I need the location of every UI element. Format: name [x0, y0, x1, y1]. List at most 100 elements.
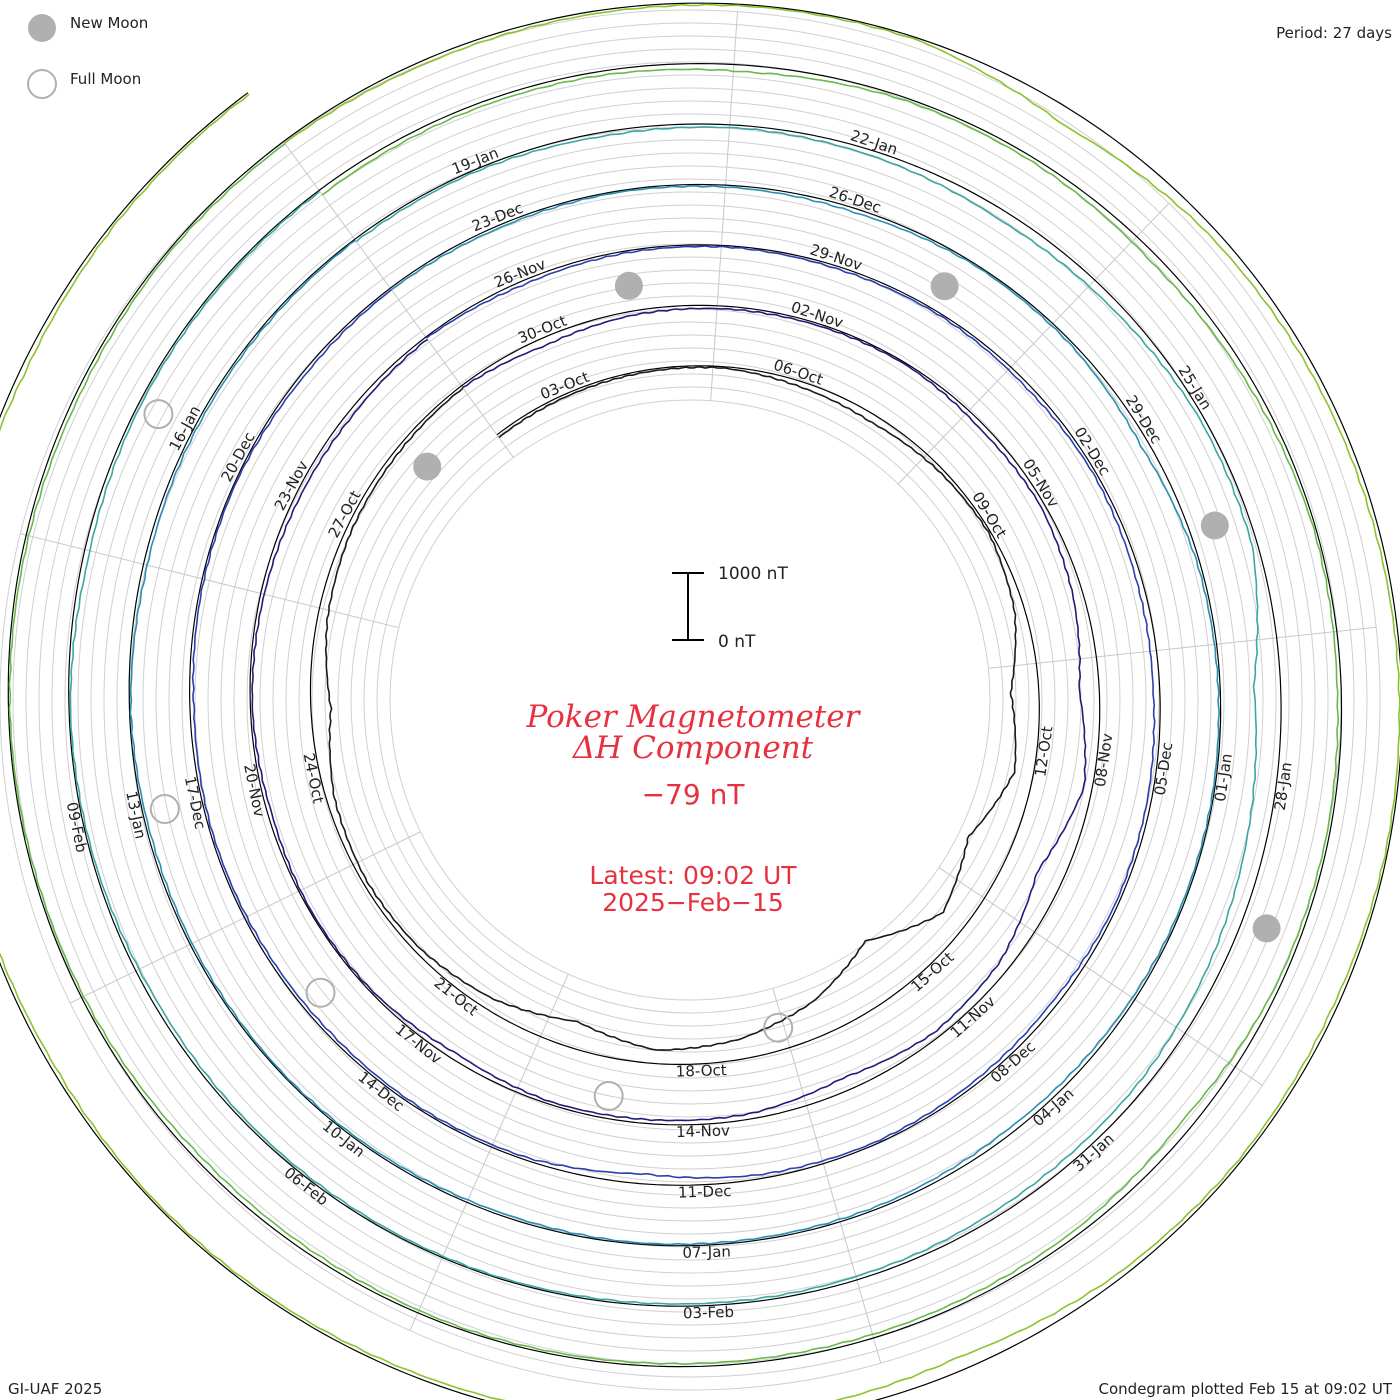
date-label: 17-Dec: [181, 775, 209, 831]
date-label: 17-Nov: [392, 1020, 445, 1068]
date-label: 14-Dec: [355, 1068, 408, 1115]
grid-ring: [51, 61, 1329, 1339]
new-moon-marker: [930, 272, 959, 301]
grid-spoke: [283, 141, 514, 458]
new-moon-marker: [614, 271, 643, 300]
grid-ring: [207, 217, 1173, 1183]
grid-ring: [64, 74, 1316, 1326]
chart-title-line1: Poker Magnetometer: [526, 699, 862, 735]
grid-ring: [168, 178, 1212, 1222]
data-series: [0, 3, 1400, 1400]
series-line: [191, 245, 1156, 1180]
scale-bar: 1000 nT 0 nT: [672, 564, 788, 652]
new-moon-icon: [28, 14, 56, 42]
series-line: [8, 68, 1340, 1366]
grid-ring: [0, 9, 1381, 1391]
date-label: 06-Oct: [771, 356, 825, 389]
radial-grid: [0, 9, 1381, 1391]
new-moon-marker: [413, 452, 442, 481]
scale-top-label: 1000 nT: [718, 564, 788, 584]
date-label: 25-Jan: [1175, 362, 1216, 413]
current-value: −79 nT: [642, 778, 746, 811]
date-label: 26-Dec: [827, 183, 883, 217]
date-label: 19-Jan: [449, 144, 501, 179]
date-label: 07-Jan: [682, 1242, 731, 1261]
new-moon-marker: [1200, 511, 1229, 540]
series-line: [0, 3, 1400, 1400]
date-label: 28-Jan: [1271, 761, 1296, 812]
grid-spoke: [772, 988, 882, 1364]
date-label: 11-Dec: [678, 1182, 732, 1202]
date-label: 06-Feb: [281, 1164, 332, 1210]
grid-ring: [350, 360, 1030, 1040]
date-label: 20-Nov: [240, 762, 269, 818]
series-line: [69, 126, 1259, 1305]
full-moon-marker: [143, 399, 174, 430]
grid-ring: [259, 269, 1121, 1131]
new-moon-marker: [1252, 914, 1281, 943]
grid-ring: [12, 22, 1368, 1378]
full-moon-icon: [27, 69, 57, 99]
latest-time: Latest: 09:02 UT: [589, 861, 797, 890]
date-label: 01-Jan: [1211, 752, 1236, 803]
chart-title-line2: ΔH Component: [572, 730, 814, 766]
grid-ring: [181, 191, 1199, 1209]
grid-spoke: [897, 202, 1170, 485]
credit-label: GI-UAF 2025: [8, 1380, 103, 1398]
grid-ring: [77, 87, 1303, 1313]
grid-ring: [324, 334, 1056, 1066]
grid-ring: [272, 282, 1108, 1118]
grid-spoke: [20, 533, 399, 629]
moon-legend: New Moon Full Moon: [27, 14, 148, 99]
grid-ring: [363, 373, 1017, 1027]
grid-ring: [285, 295, 1095, 1105]
grid-ring: [337, 347, 1043, 1053]
grid-ring: [194, 204, 1186, 1196]
date-label: 09-Feb: [63, 800, 91, 854]
full-moon-marker: [305, 977, 336, 1008]
date-label: 03-Feb: [683, 1303, 735, 1323]
grid-ring: [389, 399, 991, 1001]
grid-spoke: [710, 11, 739, 401]
grid-ring: [233, 243, 1147, 1157]
date-label: 05-Dec: [1151, 741, 1177, 797]
grid-ring: [103, 113, 1277, 1287]
date-label: 11-Nov: [947, 992, 999, 1041]
full-moon-marker: [149, 794, 180, 824]
plotted-label: Condegram plotted Feb 15 at 09:02 UT: [1098, 1380, 1392, 1398]
scale-bottom-label: 0 nT: [718, 632, 756, 652]
date-label: 29-Nov: [808, 240, 865, 274]
date-label: 30-Oct: [515, 312, 569, 348]
full-moon-marker: [763, 1012, 794, 1043]
period-label: Period: 27 days: [1276, 24, 1392, 42]
grid-ring: [155, 165, 1225, 1235]
full-moon-marker: [593, 1081, 624, 1111]
date-label: 31-Jan: [1069, 1130, 1117, 1176]
date-label: 08-Dec: [987, 1038, 1039, 1087]
full-moon-label: Full Moon: [70, 70, 141, 88]
grid-ring: [129, 139, 1251, 1261]
grid-ring: [376, 386, 1004, 1014]
date-label: 24-Oct: [300, 751, 328, 805]
grid-ring: [142, 152, 1238, 1248]
grid-spoke: [938, 867, 1263, 1086]
date-label: 18-Oct: [675, 1061, 726, 1081]
date-label: 14-Nov: [676, 1122, 730, 1142]
day-spokes: [20, 11, 1377, 1364]
latest-date: 2025−Feb−15: [602, 888, 784, 917]
series-line: [251, 307, 1087, 1122]
grid-spoke: [69, 831, 421, 1004]
series-line: [324, 365, 1017, 1051]
date-label: 12-Oct: [1031, 725, 1056, 778]
series-line: [129, 184, 1221, 1246]
grid-spoke: [988, 626, 1377, 669]
grid-ring: [90, 100, 1290, 1300]
grid-spoke: [409, 973, 569, 1331]
date-label: 13-Jan: [122, 789, 149, 840]
grid-ring: [220, 230, 1160, 1170]
moon-markers: [143, 271, 1281, 1111]
new-moon-label: New Moon: [70, 14, 148, 32]
